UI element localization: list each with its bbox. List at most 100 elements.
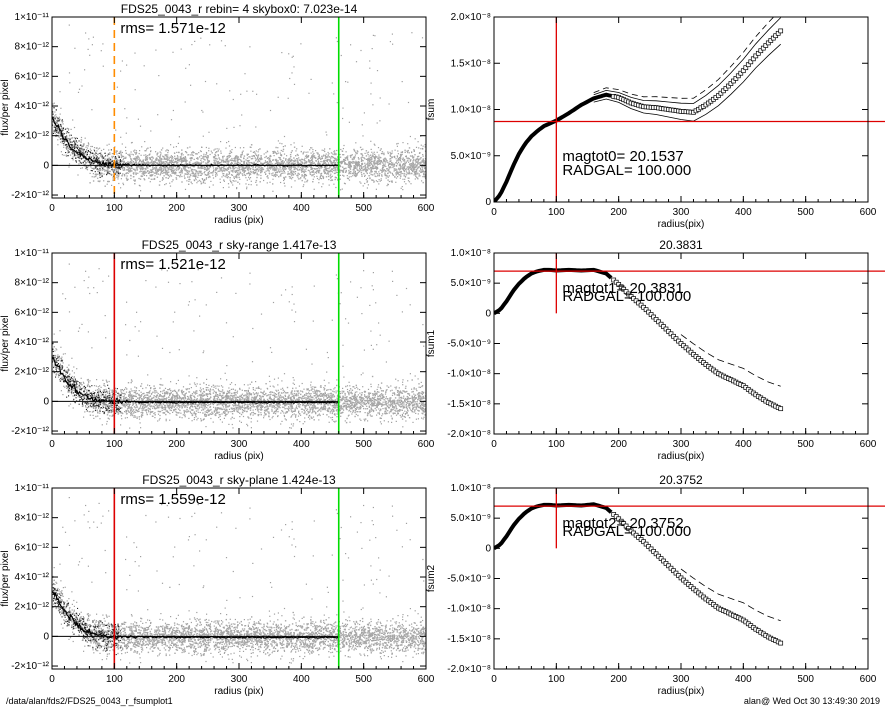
scatter-point bbox=[83, 155, 85, 157]
scatter-point bbox=[334, 169, 336, 171]
scatter-point bbox=[242, 174, 244, 177]
scatter-point bbox=[75, 155, 77, 157]
scatter-point bbox=[242, 150, 244, 152]
scatter-point bbox=[344, 161, 346, 164]
scatter-point bbox=[367, 167, 369, 169]
scatter-point bbox=[248, 156, 250, 158]
scatter-point bbox=[56, 122, 58, 124]
scatter-point bbox=[141, 173, 143, 175]
scatter-point bbox=[282, 172, 284, 174]
scatter-point bbox=[362, 185, 364, 187]
scatter-point bbox=[325, 153, 327, 155]
scatter-point bbox=[167, 163, 169, 165]
scatter-point bbox=[176, 158, 178, 160]
scatter-point bbox=[404, 416, 406, 418]
scatter-point bbox=[269, 165, 272, 167]
scatter-point bbox=[106, 144, 108, 146]
scatter-point bbox=[291, 172, 293, 175]
scatter-point bbox=[421, 417, 423, 419]
scatter-point bbox=[387, 172, 389, 175]
scatter-point bbox=[78, 88, 81, 90]
scatter-point bbox=[193, 417, 196, 419]
scatter-point bbox=[229, 150, 232, 152]
scatter-point bbox=[75, 150, 77, 152]
scatter-point bbox=[207, 161, 209, 163]
scatter-point bbox=[174, 152, 176, 154]
scatter-point bbox=[171, 169, 173, 172]
scatter-point bbox=[277, 150, 279, 152]
scatter-point bbox=[199, 150, 202, 152]
scatter-point bbox=[370, 93, 372, 95]
scatter-point bbox=[310, 173, 312, 176]
scatter-point bbox=[223, 155, 225, 157]
scatter-point bbox=[357, 394, 359, 396]
scatter-point bbox=[374, 162, 376, 165]
scatter-point bbox=[324, 388, 326, 390]
x-tick-label: 400 bbox=[293, 203, 310, 214]
scatter-point bbox=[183, 167, 185, 169]
scatter-point bbox=[296, 161, 298, 163]
scatter-point bbox=[176, 151, 178, 153]
scatter-point bbox=[296, 174, 298, 177]
scatter-point bbox=[65, 152, 67, 154]
scatter-point bbox=[404, 169, 406, 171]
scatter-point bbox=[65, 128, 67, 130]
scatter-point bbox=[385, 158, 387, 160]
scatter-point bbox=[201, 161, 203, 163]
scatter-point bbox=[152, 157, 154, 159]
x-axis-label: radius (pix) bbox=[214, 215, 263, 226]
scatter-point bbox=[343, 154, 345, 156]
scatter-point bbox=[280, 155, 283, 157]
scatter-point bbox=[141, 168, 143, 170]
scatter-point bbox=[318, 163, 320, 165]
scatter-point bbox=[405, 168, 407, 170]
scatter-point bbox=[60, 359, 62, 361]
scatter-point bbox=[248, 183, 250, 186]
scatter-point bbox=[396, 172, 399, 175]
scatter-point bbox=[180, 398, 182, 400]
scatter-point bbox=[134, 169, 136, 171]
scatter-point bbox=[415, 408, 417, 410]
scatter-point bbox=[194, 175, 196, 178]
scatter-point bbox=[299, 169, 301, 171]
scatter-point bbox=[302, 152, 304, 154]
scatter-point bbox=[394, 386, 396, 388]
scatter-point bbox=[177, 175, 179, 177]
scatter-point bbox=[233, 160, 235, 162]
scatter-point bbox=[282, 165, 284, 167]
scatter-point bbox=[368, 165, 370, 167]
scatter-point bbox=[68, 24, 70, 26]
scatter-point bbox=[127, 153, 129, 156]
scatter-point bbox=[75, 161, 77, 163]
scatter-point bbox=[199, 411, 201, 414]
scatter-point bbox=[243, 147, 245, 149]
scatter-point bbox=[340, 161, 342, 164]
scatter-point bbox=[172, 168, 174, 170]
scatter-point bbox=[77, 156, 79, 158]
scatter-point bbox=[189, 398, 191, 400]
scatter-point bbox=[305, 170, 307, 173]
scatter-point bbox=[71, 157, 73, 159]
scatter-point bbox=[289, 154, 292, 156]
scatter-point bbox=[234, 176, 237, 178]
scatter-point bbox=[96, 160, 98, 162]
scatter-point bbox=[197, 172, 199, 175]
scatter-point bbox=[382, 153, 384, 155]
scatter-point bbox=[420, 166, 423, 168]
scatter-point bbox=[53, 107, 55, 109]
scatter-point bbox=[406, 172, 408, 174]
scatter-point bbox=[119, 167, 121, 169]
scatter-point bbox=[336, 165, 338, 168]
scatter-point bbox=[173, 146, 175, 148]
scatter-point bbox=[269, 418, 271, 421]
scatter-point bbox=[348, 173, 350, 175]
scatter-point bbox=[146, 161, 148, 163]
scatter-point bbox=[332, 390, 334, 392]
scatter-point bbox=[107, 171, 109, 173]
scatter-point bbox=[55, 114, 57, 116]
scatter-point bbox=[199, 174, 201, 176]
scatter-point bbox=[160, 168, 163, 171]
scatter-point bbox=[218, 162, 221, 164]
scatter-point bbox=[400, 171, 402, 173]
scatter-point bbox=[74, 155, 76, 157]
